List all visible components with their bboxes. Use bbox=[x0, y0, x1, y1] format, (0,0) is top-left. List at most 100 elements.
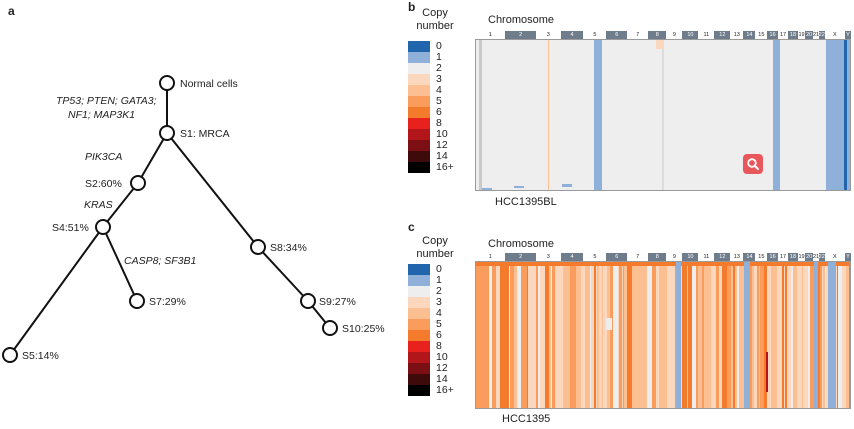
legend-entry-c: 4 bbox=[408, 308, 454, 319]
heatmap-column bbox=[757, 262, 759, 408]
heatmap-column bbox=[481, 262, 486, 408]
legend-value: 14 bbox=[436, 373, 448, 385]
heatmap-column bbox=[797, 262, 802, 408]
legend-value: 1 bbox=[436, 51, 442, 63]
heatmap-column bbox=[568, 262, 570, 408]
chromosome-label-b: 4 bbox=[560, 31, 584, 39]
legend-value: 3 bbox=[436, 73, 442, 85]
heatmap-column bbox=[607, 262, 610, 408]
legend-swatch bbox=[408, 96, 430, 107]
chromosome-label-b: 17 bbox=[777, 31, 789, 39]
legend-entry-b: 5 bbox=[408, 96, 454, 107]
heatmap-column bbox=[682, 262, 687, 408]
legend-title-c-line1: Copy bbox=[422, 235, 448, 247]
legend-title-b: Copy number bbox=[400, 7, 470, 33]
chromosome-label-c: 16 bbox=[767, 253, 778, 261]
legend-value: 8 bbox=[436, 340, 442, 352]
legend-entry-c: 5 bbox=[408, 319, 454, 330]
heatmap-column bbox=[846, 262, 847, 408]
heatmap-column bbox=[479, 40, 482, 190]
heatmap-column bbox=[662, 40, 664, 190]
heatmap-column bbox=[594, 40, 602, 190]
heatmap-column bbox=[647, 262, 652, 408]
heatmap-column bbox=[656, 262, 659, 408]
heatmap-column bbox=[692, 262, 696, 408]
heatmap-column bbox=[759, 262, 760, 408]
heatmap-column bbox=[810, 262, 815, 408]
heatmap-column bbox=[765, 262, 767, 408]
legend-swatch bbox=[408, 363, 430, 374]
node-s10 bbox=[322, 320, 338, 336]
legend-swatch bbox=[408, 319, 430, 330]
chromosome-label-b: 8 bbox=[648, 31, 667, 39]
legend-value: 5 bbox=[436, 318, 442, 330]
heatmap-column bbox=[844, 40, 847, 190]
legend-swatch bbox=[408, 308, 430, 319]
legend-swatch bbox=[408, 264, 430, 275]
chromosome-label-c: X bbox=[824, 253, 845, 261]
edge-s4-s5 bbox=[9, 226, 104, 356]
panel-letter-c: c bbox=[408, 220, 415, 234]
legend-swatch bbox=[408, 341, 430, 352]
heatmap-column bbox=[549, 262, 551, 408]
heatmap-column bbox=[476, 262, 481, 408]
heatmap-column bbox=[552, 262, 555, 408]
legend-swatch bbox=[408, 107, 430, 118]
legend-value: 4 bbox=[436, 84, 442, 96]
heatmap-column bbox=[782, 262, 784, 408]
legend-value: 10 bbox=[436, 351, 448, 363]
legend-entry-b: 3 bbox=[408, 74, 454, 85]
zoom-button[interactable] bbox=[743, 154, 763, 174]
heatmap-column bbox=[538, 262, 540, 408]
heatmap-column bbox=[596, 262, 597, 408]
label-s1: S1: MRCA bbox=[180, 128, 230, 140]
chromosome-label-c: 4 bbox=[560, 253, 584, 261]
heatmap-segment bbox=[482, 188, 492, 190]
heatmap-column bbox=[585, 262, 589, 408]
chromosome-label-b: 7 bbox=[627, 31, 649, 39]
legend-value: 0 bbox=[436, 40, 442, 52]
heatmap-column bbox=[545, 262, 549, 408]
sample-name-c: HCC1395 bbox=[502, 413, 551, 425]
copy-number-heatmap-b bbox=[475, 39, 851, 191]
heatmap-column bbox=[744, 262, 750, 408]
node-s1 bbox=[159, 125, 175, 141]
node-s9 bbox=[300, 293, 316, 309]
legend-swatch bbox=[408, 275, 430, 286]
heatmap-column bbox=[739, 262, 740, 408]
heatmap-column bbox=[808, 262, 810, 408]
heatmap-column bbox=[496, 262, 500, 408]
heatmap-segment bbox=[562, 184, 572, 187]
tree-edges bbox=[9, 83, 331, 356]
heatmap-column bbox=[676, 262, 681, 408]
legend-value: 8 bbox=[436, 117, 442, 129]
mutation-label-s4: KRAS bbox=[84, 199, 113, 211]
heatmap-column bbox=[764, 262, 765, 408]
node-normal bbox=[159, 75, 175, 91]
edge-s1-s8 bbox=[166, 132, 259, 248]
chromosome-label-c: 7 bbox=[627, 253, 649, 261]
heatmap-column bbox=[548, 40, 549, 190]
heatmap-column bbox=[527, 262, 528, 408]
legend-value: 5 bbox=[436, 95, 442, 107]
mutation-label-s7: CASP8; SF3B1 bbox=[124, 255, 196, 267]
legend-entry-c: 2 bbox=[408, 286, 454, 297]
heatmap-column bbox=[603, 262, 607, 408]
heatmap-column bbox=[500, 262, 504, 408]
legend-swatch bbox=[408, 85, 430, 96]
heatmap-column bbox=[802, 262, 803, 408]
chromosome-label-b: 16 bbox=[767, 31, 778, 39]
heatmap-column bbox=[599, 262, 602, 408]
heatmap-column bbox=[576, 262, 581, 408]
heatmap-column bbox=[716, 262, 719, 408]
chromosome-label-c: 6 bbox=[606, 253, 628, 261]
heatmap-column bbox=[737, 262, 739, 408]
chromosome-label-c: 1 bbox=[475, 253, 506, 261]
heatmap-column bbox=[777, 262, 782, 408]
heatmap-segment bbox=[766, 352, 768, 392]
heatmap-column bbox=[787, 262, 791, 408]
chromosome-label-b: Y bbox=[844, 31, 851, 39]
chromosome-label-b: 11 bbox=[698, 31, 715, 39]
heatmap-column bbox=[814, 262, 818, 408]
heatmap-column bbox=[773, 40, 780, 190]
